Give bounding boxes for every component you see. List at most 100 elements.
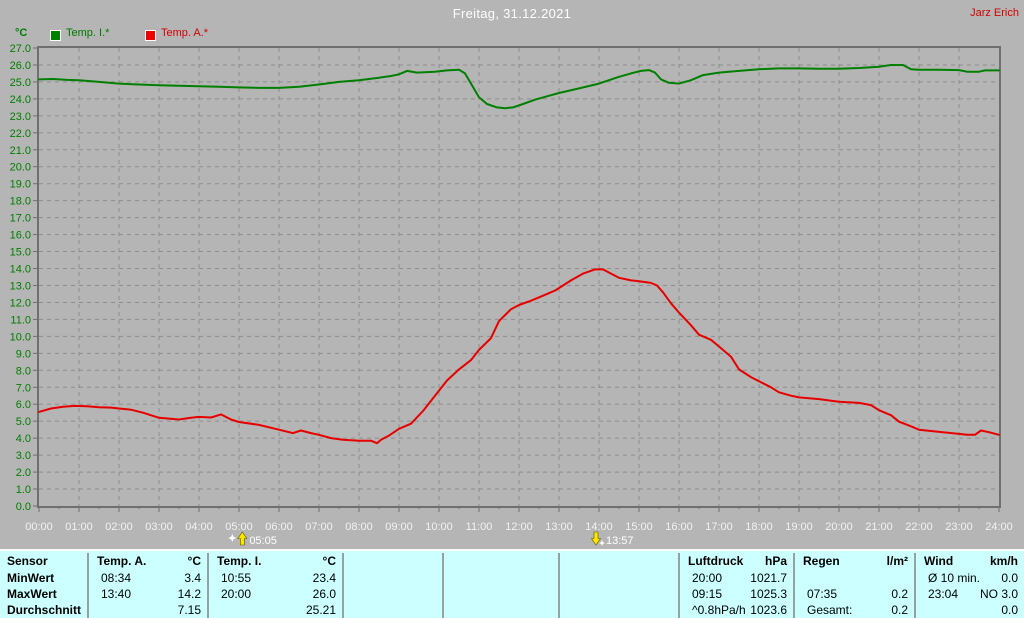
section-unit: °C [322,554,336,568]
x-tick-label: 00:00 [25,521,53,533]
row-label-text: MinWert [7,571,55,585]
table-row: 10:55 23.4 [209,570,342,586]
section-name: Temp. I. [217,554,262,568]
section-name: Temp. A. [97,554,147,568]
x-tick-label: 22:00 [905,521,933,533]
y-tick-label: 24.0 [10,94,31,106]
cell-time: Ø 10 min. [928,571,981,585]
table-row: 0.0 [916,602,1024,618]
table-row [444,602,558,618]
table-row: Gesamt: 0.2 [795,602,914,618]
y-tick-label: 17.0 [10,213,31,225]
x-tick-label: 09:00 [385,521,413,533]
cell-value: 7.15 [177,603,201,617]
y-axis-unit-label: °C [15,27,28,39]
cell-time [795,570,807,586]
table-row [560,586,678,602]
cell-time [444,586,456,602]
legend-item-temp-i: Temp. I.* [50,27,110,41]
temp-i-swatch-icon [50,30,61,41]
temp-a-swatch-icon [145,30,156,41]
marker-time-label: 05:05 [249,535,277,547]
section-unit: km/h [989,554,1018,568]
y-tick-label: 6.0 [16,399,31,411]
cell-value: 0.0 [1001,571,1018,585]
table-section-luftdruck: Luftdruck hPa 20:00 1021.7 09:15 1025.3 ^0.8hP… [678,553,793,618]
x-tick-label: 16:00 [665,521,693,533]
x-tick-label: 13:00 [545,521,573,533]
table-section-header [560,553,678,570]
y-tick-label: 12.0 [10,297,31,309]
table-row: Ø 10 min. 0.0 [916,570,1024,586]
cell-value: 0.0 [1001,603,1018,617]
y-tick-label: 4.0 [16,433,31,445]
legend-label: Temp. I.* [66,27,110,39]
section-unit: l/m² [886,554,908,568]
cell-value: 3.4 [184,571,201,585]
y-tick-label: 11.0 [10,314,31,326]
table-row [344,570,442,586]
chart-legend: °C Temp. I.* Temp. A.* [0,27,1024,41]
table-section-temp-i-: Temp. I. °C 10:55 23.4 20:00 26.0 25.21 [207,553,342,618]
cell-value: 1023.6 [750,603,787,617]
table-section-wind: Wind km/h Ø 10 min. 0.0 23:04 NO 3.0 0.0 [914,553,1024,618]
cell-value: 14.2 [177,587,201,601]
x-tick-label: 21:00 [865,521,893,533]
section-name [444,553,452,570]
y-tick-label: 23.0 [10,111,31,123]
table-section-empty [442,553,558,618]
table-section-header: Luftdruck hPa [680,553,793,570]
cell-time: 07:35 [807,587,838,601]
x-tick-label: 23:00 [945,521,973,533]
x-tick-label: 02:00 [105,521,133,533]
arrow-up-icon [237,531,248,546]
table-row [344,586,442,602]
x-tick-label: 15:00 [625,521,653,533]
y-tick-label: 9.0 [16,348,31,360]
y-tick-label: 20.0 [10,162,31,174]
y-tick-label: 13.0 [10,280,31,292]
cell-value: 1025.3 [750,587,787,601]
cell-value: 1021.7 [750,571,787,585]
x-tick-label: 11:00 [466,521,493,533]
table-row-label: MaxWert [0,586,87,602]
cell-time [344,586,356,602]
table-section-empty [558,553,678,618]
legend-label: Temp. A.* [161,27,209,39]
y-tick-label: 3.0 [16,450,31,462]
cell-value: 25.21 [305,603,336,617]
x-tick-label: 06:00 [265,521,293,533]
cell-time: 08:34 [101,571,132,585]
table-section-header: Wind km/h [916,553,1024,570]
x-tick-label: 20:00 [825,521,853,533]
cell-time [560,570,572,586]
x-tick-label: 08:00 [345,521,373,533]
x-tick-label: 14:00 [585,521,613,533]
table-section-temp-a-: Temp. A. °C 08:34 3.4 13:40 14.2 7.15 [87,553,207,618]
section-unit: °C [187,554,201,568]
table-row: 20:00 26.0 [209,586,342,602]
table-row [560,602,678,618]
y-tick-label: 27.0 [10,43,31,55]
x-tick-label: 10:00 [425,521,453,533]
row-label-text: Durchschnitt [7,603,82,617]
cell-time [344,602,356,618]
temperature-chart: 27.0 26.0 25.0 24.0 23.0 22.0 21.0 20.0 19.0 18.0… [10,43,1013,547]
cell-value: 26.0 [312,587,336,601]
table-section-header: Temp. A. °C [89,553,207,570]
table-row: 23:04 NO 3.0 [916,586,1024,602]
temp-a-series-line [38,268,1000,445]
table-row-label: Sensor [0,553,87,570]
y-tick-label: 16.0 [10,230,31,242]
stats-table: Sensor MinWert MaxWert Durchschnitt Temp. A.… [0,549,1024,618]
cell-time: 09:15 [692,587,723,601]
cell-time [89,602,101,618]
x-tick-label: 01:00 [65,521,93,533]
section-name [560,553,568,570]
y-tick-label: 7.0 [16,382,31,394]
table-row [795,570,914,586]
cell-time: Gesamt: [807,603,853,617]
y-tick-label: 25.0 [10,77,31,89]
y-tick-label: 2.0 [16,467,31,479]
y-tick-label: 22.0 [10,128,31,140]
